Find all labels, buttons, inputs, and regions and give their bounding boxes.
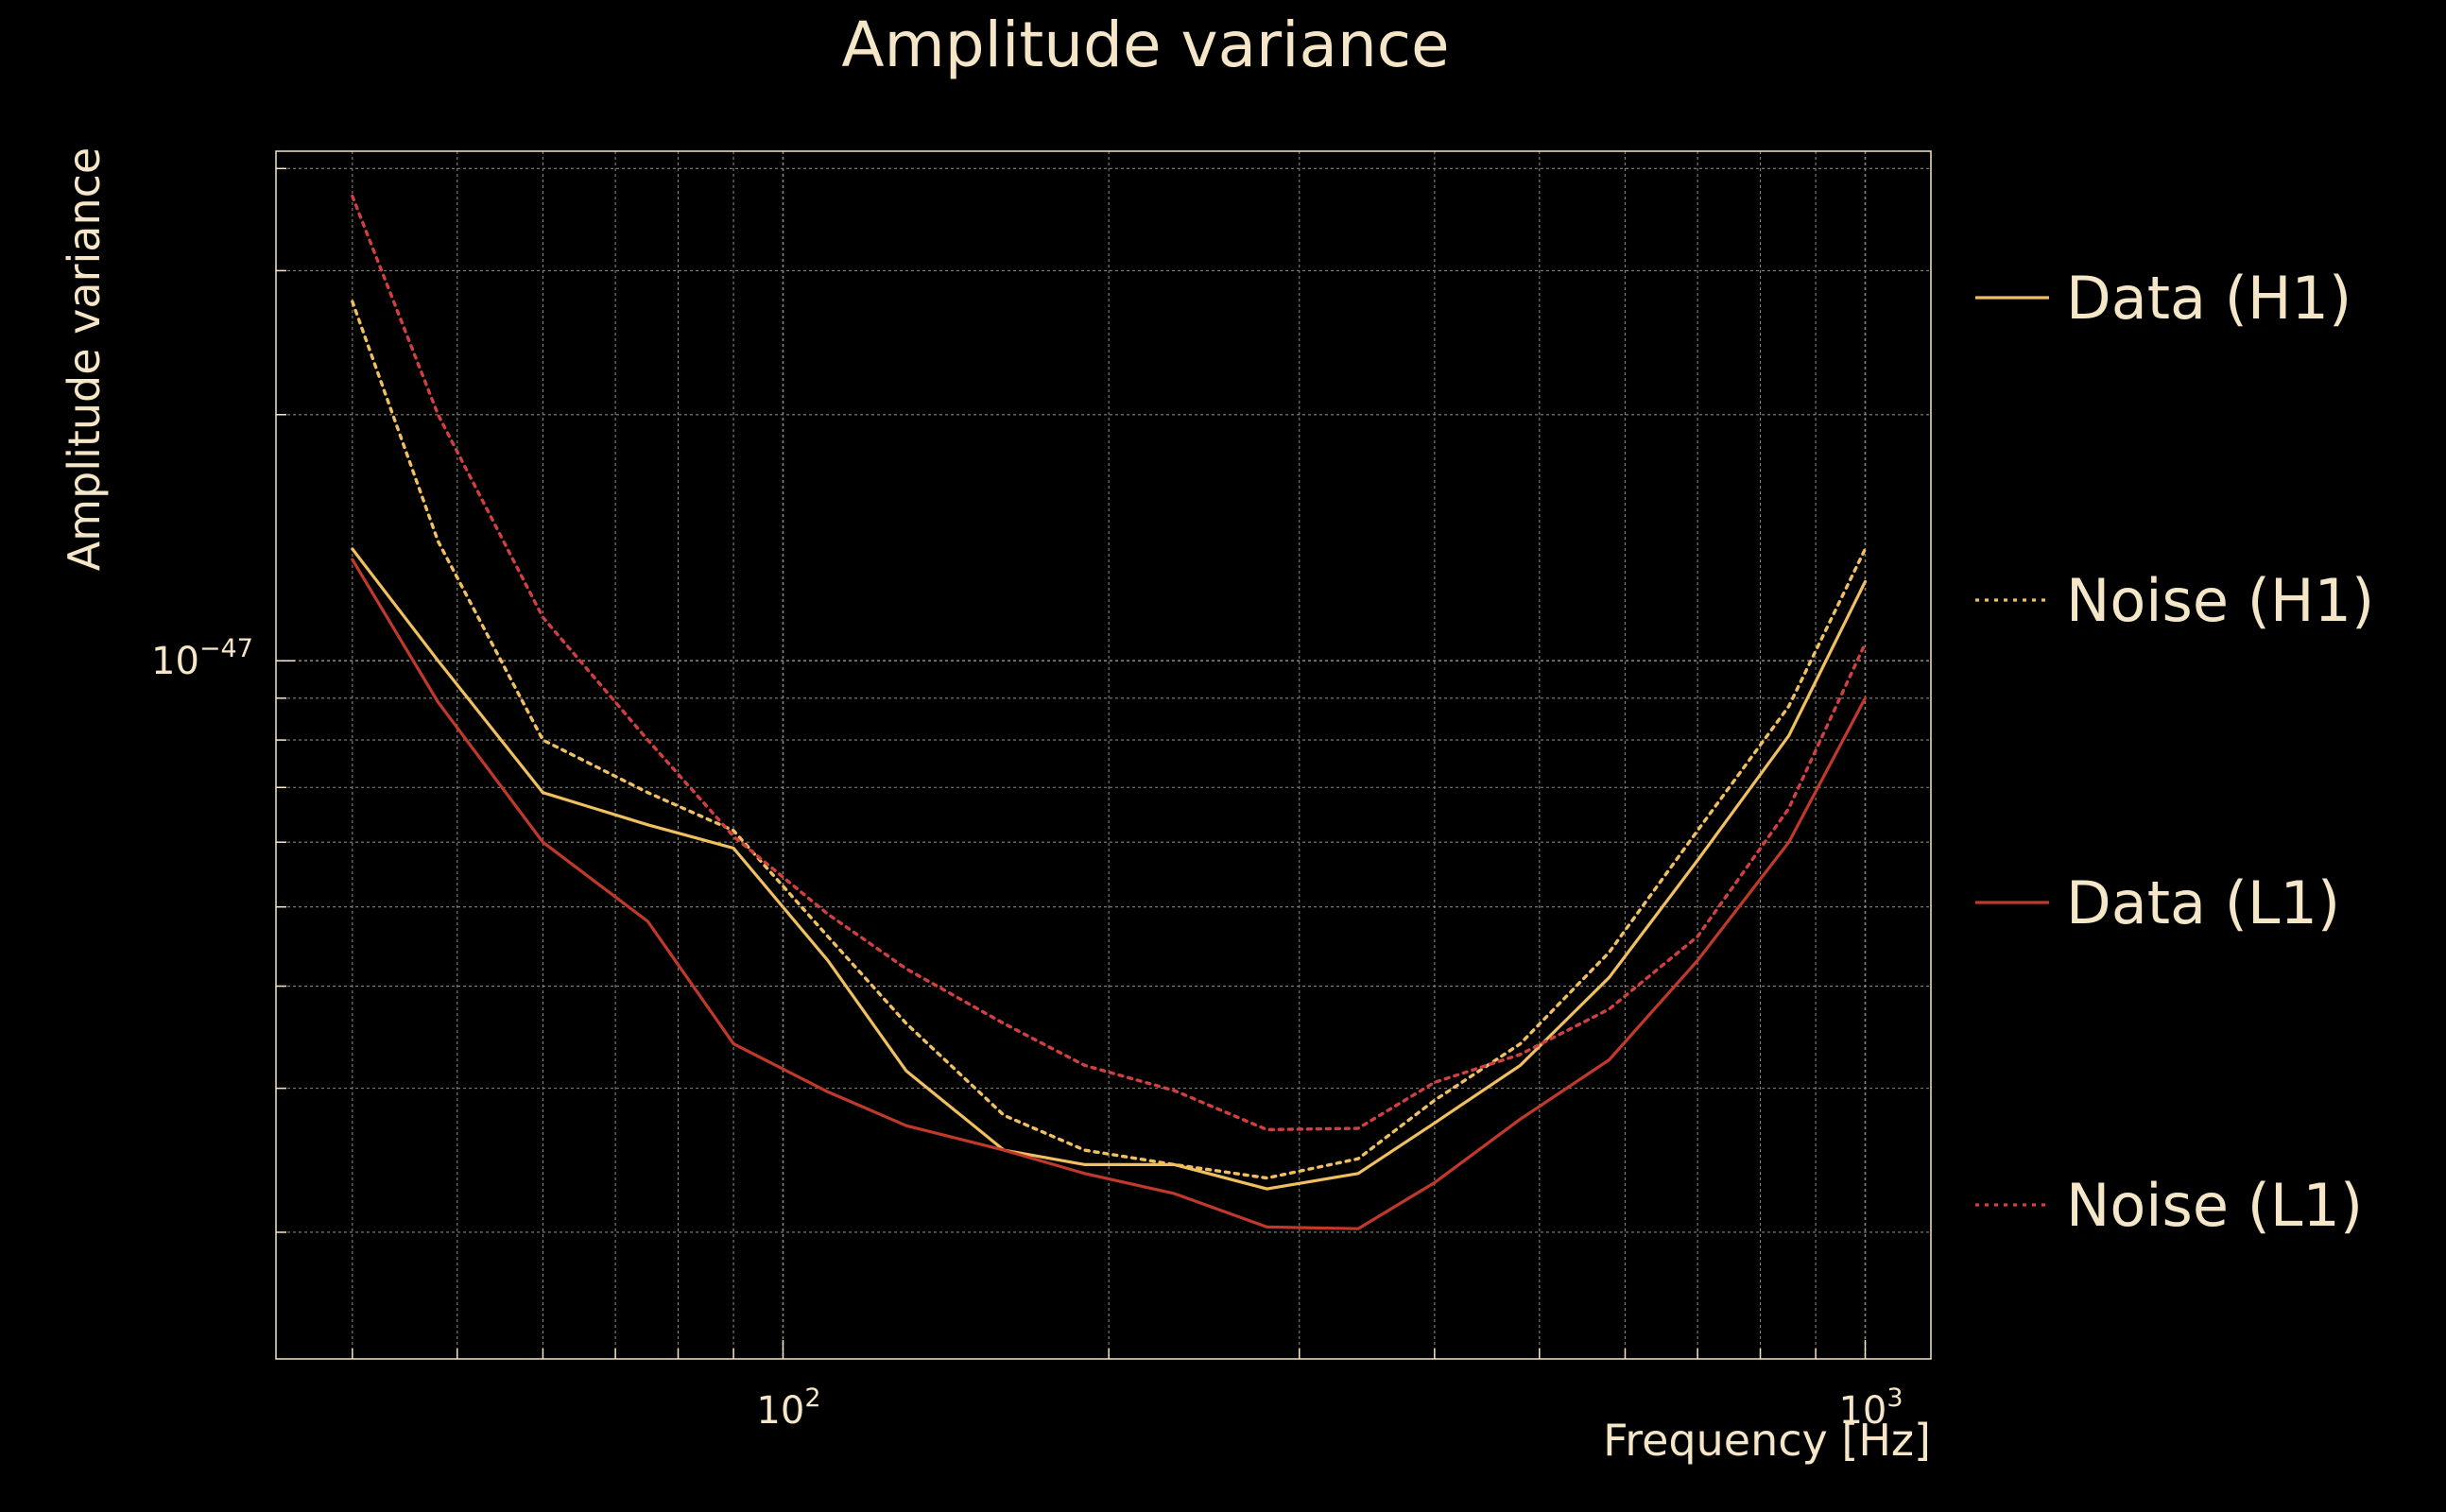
series-line-data-l1 <box>351 558 1868 1230</box>
legend-label: Data (L1) <box>2066 868 2340 937</box>
legend-label: Noise (L1) <box>2066 1171 2363 1240</box>
legend-label: Noise (H1) <box>2066 566 2374 635</box>
series-lines <box>351 194 1868 1230</box>
grid <box>276 151 1931 1359</box>
x-tick-label: 103 <box>1838 1383 1903 1433</box>
series-line-data-h1 <box>351 547 1868 1191</box>
y-axis-label: Amplitude variance <box>59 147 110 571</box>
series-line-noise-h1 <box>351 300 1868 1180</box>
x-tick-label: 102 <box>756 1383 820 1433</box>
axis-ticks: 102 103 10−47 <box>151 167 1903 1433</box>
y-tick-label: 10−47 <box>151 634 253 683</box>
series-line-noise-l1 <box>351 194 1868 1132</box>
plot-area-frame <box>275 150 1932 1360</box>
legend: Data (H1) Noise (H1) Data (L1) Noise (L1) <box>1975 264 2374 1240</box>
legend-label: Data (H1) <box>2066 264 2351 333</box>
x-axis-label: Frequency [Hz] <box>1603 1415 1931 1466</box>
chart-title: Amplitude variance <box>841 9 1449 81</box>
